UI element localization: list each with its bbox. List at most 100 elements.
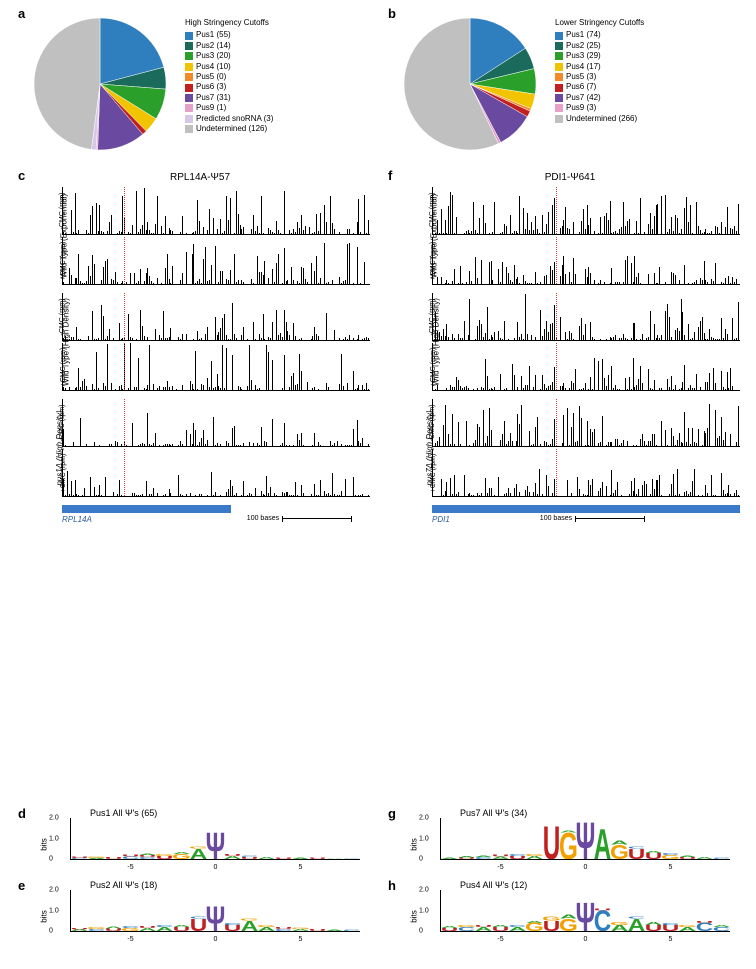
logo-g: Pus7 All Ψ's (34)bits01.02.0-505AUACAAUU…: [400, 808, 740, 868]
panel-label-g: g: [388, 806, 396, 821]
track: -CMC (rpm): [58, 293, 370, 341]
logo-title: Pus7 All Ψ's (34): [460, 808, 527, 818]
track: +CMC (rpm): [428, 449, 740, 497]
svg-text:U: U: [696, 920, 714, 923]
svg-text:A: A: [679, 856, 697, 858]
track-plot: [62, 187, 370, 235]
track-plot: [62, 343, 370, 391]
tracks-left-title: RPL14A-Ψ57: [30, 172, 370, 183]
legend-item: Pus6 (3): [185, 82, 273, 92]
legend-swatch: [185, 52, 193, 60]
legend-text: Pus9 (1): [196, 103, 226, 113]
svg-text:A: A: [475, 855, 493, 857]
panel-label-d: d: [18, 806, 26, 821]
svg-text:U: U: [122, 854, 140, 857]
svg-text:G: G: [87, 927, 106, 930]
legend-swatch: [185, 32, 193, 40]
svg-text:Ψ: Ψ: [206, 901, 226, 931]
track-plot: [432, 343, 740, 391]
gene-bar: RPL14A100 bases: [62, 505, 370, 515]
marker-line: [124, 399, 125, 446]
svg-text:A: A: [594, 819, 612, 859]
ytick: 0: [49, 928, 53, 935]
logo-plot: 01.02.0-505AUCGUAGCAUACUAUCΨUCAGAGCUAGUA…: [70, 890, 360, 932]
gene-rect: [62, 505, 231, 513]
svg-text:C: C: [122, 925, 140, 928]
ytick: 0: [419, 856, 423, 863]
svg-text:C: C: [156, 924, 174, 927]
legend-text: Pus3 (29): [566, 51, 601, 61]
legend-item: Pus7 (42): [555, 93, 644, 103]
svg-text:C: C: [509, 854, 527, 857]
ytick: 2.0: [419, 815, 429, 822]
legend-swatch: [555, 32, 563, 40]
legend-a-title: High Stringency Cutoffs: [185, 18, 273, 28]
track-plot: [62, 399, 370, 447]
tracks-right-title: PDI1-Ψ641: [400, 172, 740, 183]
logo-ylabel: bits: [410, 838, 419, 850]
svg-text:G: G: [87, 857, 106, 859]
legend-a: High Stringency Cutoffs Pus1 (55)Pus2 (1…: [185, 18, 273, 134]
legend-swatch: [185, 73, 193, 81]
track: -CMC (rpm): [428, 187, 740, 235]
legend-text: Predicted snoRNA (3): [196, 114, 273, 124]
logo-title: Pus2 All Ψ's (18): [90, 880, 157, 890]
svg-text:U: U: [71, 857, 88, 859]
gene-name: PDI1: [432, 515, 450, 524]
svg-text:G: G: [525, 853, 544, 856]
legend-swatch: [555, 63, 563, 71]
svg-text:A: A: [713, 924, 730, 927]
logo-ylabel: bits: [410, 910, 419, 922]
track: -CMC (rpm): [58, 187, 370, 235]
marker-line: [124, 293, 125, 340]
xtick: 0: [214, 936, 218, 943]
track: -CMC (rpm): [58, 399, 370, 447]
logo-plot: 01.02.0-505AUACAAUUCAGUGAΨAGAUCUAGCUAAC: [440, 818, 730, 860]
track-plot: [432, 293, 740, 341]
track: -CMC (rpm): [428, 399, 740, 447]
ytick: 1.0: [419, 907, 429, 914]
svg-text:U: U: [594, 908, 612, 911]
logo-h: Pus4 All Ψ's (12)bits01.02.0-505UACGAUUA…: [400, 880, 740, 940]
track: +CMC (rpm): [58, 449, 370, 497]
ytick: 0: [49, 856, 53, 863]
logo-plot: 01.02.0-505CUAGUCUCUAUGGAAGΨAUUCAUAUAC: [70, 818, 360, 860]
legend-item: Pus2 (25): [555, 41, 644, 51]
legend-item: Pus9 (3): [555, 103, 644, 113]
svg-text:U: U: [139, 925, 157, 928]
svg-text:U: U: [492, 854, 510, 857]
svg-text:Ψ: Ψ: [576, 896, 596, 931]
legend-item: Pus3 (29): [555, 51, 644, 61]
gene-name: RPL14A: [62, 515, 92, 524]
xtick: 5: [669, 936, 673, 943]
panel-label-f: f: [388, 168, 392, 183]
svg-text:U: U: [105, 857, 123, 859]
svg-text:C: C: [628, 846, 646, 849]
track: +CMC (rpm): [58, 343, 370, 391]
legend-text: Pus4 (17): [566, 62, 601, 72]
legend-swatch: [185, 84, 193, 92]
svg-text:G: G: [240, 918, 259, 921]
logo-d: Pus1 All Ψ's (65)bits01.02.0-505CUAGUCUC…: [30, 808, 370, 868]
legend-text: Pus7 (31): [196, 93, 231, 103]
svg-text:A: A: [441, 857, 458, 859]
xtick: -5: [497, 936, 503, 943]
svg-text:C: C: [662, 852, 680, 855]
legend-item: Predicted snoRNA (3): [185, 114, 273, 124]
legend-item: Pus2 (14): [185, 41, 273, 51]
legend-item: Pus6 (7): [555, 82, 644, 92]
xtick: 5: [669, 864, 673, 871]
legend-swatch: [555, 94, 563, 102]
legend-text: Pus2 (14): [196, 41, 231, 51]
legend-item: Pus9 (1): [185, 103, 273, 113]
logo-ylabel: bits: [40, 838, 49, 850]
legend-b-title: Lower Stringency Cutoffs: [555, 18, 644, 28]
svg-text:G: G: [678, 924, 697, 927]
svg-text:U: U: [224, 853, 242, 856]
legend-swatch: [185, 63, 193, 71]
legend-item: Pus1 (74): [555, 30, 644, 40]
svg-text:C: C: [628, 916, 646, 919]
legend-item: Pus5 (3): [555, 72, 644, 82]
legend-text: Pus5 (0): [196, 72, 226, 82]
legend-text: Pus4 (10): [196, 62, 231, 72]
